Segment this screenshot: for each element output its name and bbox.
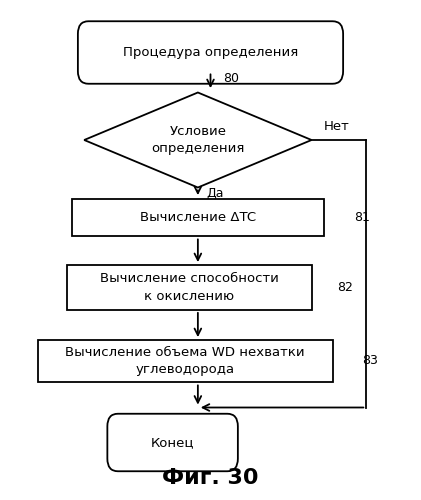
Text: Процедура определения: Процедура определения <box>123 46 298 59</box>
Text: Нет: Нет <box>324 120 350 132</box>
Bar <box>72 198 324 236</box>
FancyBboxPatch shape <box>78 21 343 84</box>
Text: 83: 83 <box>362 354 378 368</box>
Bar <box>38 340 333 382</box>
Text: Да: Да <box>206 187 224 200</box>
Bar <box>67 265 312 310</box>
Text: Вычисление объема WD нехватки
углеводорода: Вычисление объема WD нехватки углеводоро… <box>65 346 305 376</box>
Polygon shape <box>84 92 312 188</box>
Text: 81: 81 <box>354 211 370 224</box>
Text: Фиг. 30: Фиг. 30 <box>162 468 259 487</box>
FancyBboxPatch shape <box>107 414 238 471</box>
Text: Вычисление способности
к окислению: Вычисление способности к окислению <box>100 272 279 302</box>
Text: 80: 80 <box>223 72 239 85</box>
Text: 82: 82 <box>337 281 353 294</box>
Text: Конец: Конец <box>151 436 195 449</box>
Text: Вычисление ΔTC: Вычисление ΔTC <box>140 211 256 224</box>
Text: Условие
определения: Условие определения <box>151 125 245 155</box>
